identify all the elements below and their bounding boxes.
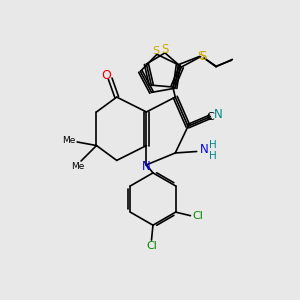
Text: Cl: Cl: [146, 241, 157, 251]
Text: N: N: [200, 142, 208, 156]
Text: S: S: [161, 43, 169, 56]
Text: H: H: [209, 140, 217, 150]
Text: Cl: Cl: [193, 211, 203, 221]
Text: Me: Me: [62, 136, 76, 145]
Text: S: S: [152, 46, 159, 56]
Text: S: S: [199, 50, 206, 63]
Text: H: H: [209, 151, 217, 161]
Text: O: O: [101, 69, 111, 82]
Text: Me: Me: [71, 162, 84, 171]
Text: S: S: [198, 51, 205, 61]
Text: N: N: [142, 160, 151, 173]
Text: N: N: [214, 108, 223, 121]
Text: C: C: [206, 112, 214, 122]
